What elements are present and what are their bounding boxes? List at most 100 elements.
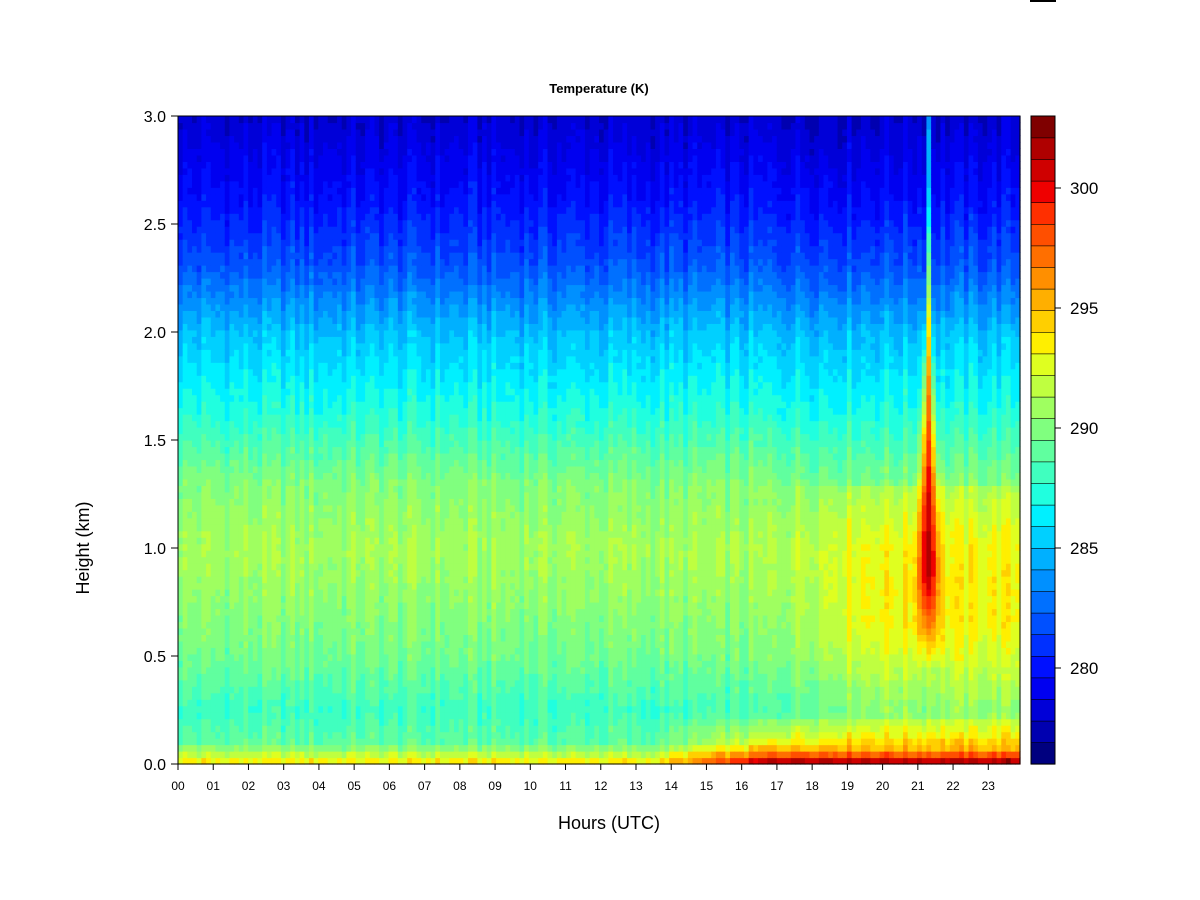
heatmap-cell <box>369 206 376 214</box>
heatmap-cell <box>365 692 371 700</box>
heatmap-cell <box>365 381 371 389</box>
heatmap-cell <box>294 219 301 227</box>
heatmap-cell <box>257 355 263 363</box>
heatmap-cell <box>294 141 301 149</box>
heatmap-cell <box>243 595 249 603</box>
heatmap-cell <box>327 718 333 726</box>
heatmap-cell <box>215 524 221 532</box>
heatmap-cell <box>318 239 324 247</box>
heatmap-cell <box>304 686 310 694</box>
heatmap-cell <box>299 116 305 124</box>
heatmap-cell <box>220 686 226 694</box>
heatmap-cell <box>332 116 338 124</box>
heatmap-cell <box>365 297 371 305</box>
heatmap-cell <box>402 653 408 661</box>
heatmap-cell <box>318 200 324 208</box>
heatmap-cell <box>234 342 240 350</box>
heatmap-cell <box>220 627 226 635</box>
heatmap-cell <box>257 187 263 195</box>
heatmap-cell <box>224 660 231 668</box>
heatmap-cell <box>187 368 193 376</box>
heatmap-cell <box>318 368 324 376</box>
heatmap-cell <box>355 394 362 402</box>
heatmap-cell <box>285 362 291 370</box>
heatmap-cell <box>215 738 221 746</box>
heatmap-cell <box>299 738 305 746</box>
heatmap-cell <box>215 634 221 642</box>
heatmap-cell <box>271 491 277 499</box>
heatmap-cell <box>365 504 371 512</box>
heatmap-cell <box>238 712 245 720</box>
heatmap-cell <box>248 239 254 247</box>
heatmap-cell <box>393 653 399 661</box>
heatmap-cell <box>234 647 240 655</box>
heatmap-cell <box>210 414 217 422</box>
heatmap-cell <box>257 595 263 603</box>
heatmap-cell <box>196 537 202 545</box>
heatmap-cell <box>290 595 296 603</box>
heatmap-cell <box>379 485 385 493</box>
heatmap-cell <box>234 705 240 713</box>
heatmap-cell <box>327 213 333 221</box>
heatmap-cell <box>257 161 263 169</box>
heatmap-cell <box>262 206 268 214</box>
heatmap-cell <box>182 420 188 428</box>
heatmap-cell <box>407 167 413 175</box>
heatmap-cell <box>304 135 310 143</box>
heatmap-cell <box>388 686 394 694</box>
heatmap-cell <box>346 621 352 629</box>
heatmap-cell <box>271 440 277 448</box>
heatmap-cell <box>229 368 235 376</box>
heatmap-cell <box>388 563 394 571</box>
heatmap-cell <box>276 498 282 506</box>
heatmap-cell <box>360 511 366 519</box>
heatmap-cell <box>383 180 390 188</box>
heatmap-cell <box>280 673 287 681</box>
heatmap-cell <box>201 608 207 616</box>
heatmap-cell <box>323 686 329 694</box>
heatmap-cell <box>383 712 390 720</box>
heatmap-cell <box>210 427 217 435</box>
heatmap-cell <box>346 414 352 422</box>
heatmap-cell <box>388 174 394 182</box>
heatmap-cell <box>379 465 385 473</box>
heatmap-cell <box>355 252 362 260</box>
heatmap-cell <box>192 653 198 661</box>
heatmap-cell <box>407 530 413 538</box>
heatmap-cell <box>341 141 347 149</box>
heatmap-cell <box>318 290 324 299</box>
heatmap-cell <box>397 731 404 739</box>
heatmap-cell <box>280 595 287 603</box>
heatmap-cell <box>332 550 338 558</box>
heatmap-cell <box>374 122 380 130</box>
heatmap-cell <box>304 394 310 402</box>
heatmap-cell <box>360 699 366 707</box>
heatmap-cell <box>276 323 282 331</box>
heatmap-cell <box>341 368 347 376</box>
heatmap-cell <box>332 342 338 350</box>
heatmap-cell <box>383 660 390 668</box>
heatmap-cell <box>178 634 184 642</box>
heatmap-cell <box>280 368 287 376</box>
heatmap-cell <box>280 148 287 156</box>
heatmap-cell <box>318 148 324 156</box>
heatmap-cell <box>308 608 315 616</box>
heatmap-cell <box>276 537 282 545</box>
heatmap-cell <box>294 375 301 383</box>
heatmap-cell <box>229 660 235 668</box>
heatmap-cell <box>206 595 212 603</box>
heatmap-cell <box>308 627 315 635</box>
heatmap-cell <box>402 550 408 558</box>
heatmap-cell <box>192 167 198 175</box>
heatmap-cell <box>360 614 366 623</box>
heatmap-cell <box>407 725 413 733</box>
heatmap-cell <box>224 705 231 713</box>
heatmap-cell <box>215 627 221 635</box>
heatmap-cell <box>369 187 376 195</box>
heatmap-cell <box>294 498 301 506</box>
heatmap-cell <box>318 537 324 545</box>
heatmap-cell <box>393 200 399 208</box>
heatmap-cell <box>178 524 184 532</box>
heatmap-cell <box>182 608 188 616</box>
heatmap-cell <box>383 738 390 746</box>
